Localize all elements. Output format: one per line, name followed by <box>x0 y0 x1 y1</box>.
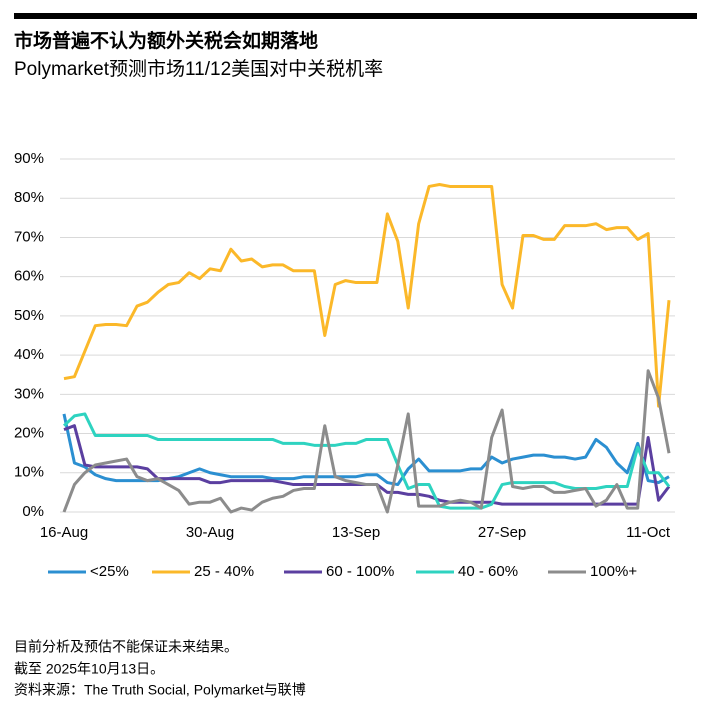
y-tick-label: 20% <box>14 425 44 442</box>
y-tick-label: 0% <box>22 503 44 520</box>
legend-label: 25 - 40% <box>194 563 254 580</box>
x-tick-label: 27-Sep <box>478 524 526 541</box>
y-tick-label: 60% <box>14 268 44 285</box>
x-tick-label: 30-Aug <box>186 524 234 541</box>
series-line <box>62 369 671 514</box>
legend-label: 40 - 60% <box>458 563 518 580</box>
y-tick-label: 80% <box>14 189 44 206</box>
chart-subtitle: Polymarket预测市场11/12美国对中关税机率 <box>14 58 383 80</box>
note: 目前分析及预估不能保证未来结果。 <box>14 639 238 655</box>
y-tick-label: 30% <box>14 385 44 402</box>
series-line <box>62 412 671 510</box>
note: 资料来源：The Truth Social, Polymarket与联博 <box>14 682 306 698</box>
x-tick-label: 13-Sep <box>332 524 380 541</box>
note: 截至 2025年10月13日。 <box>14 661 164 677</box>
y-tick-label: 40% <box>14 346 44 363</box>
series-line <box>63 182 671 408</box>
legend-label: 60 - 100% <box>326 563 394 580</box>
x-tick-label: 11-Oct <box>626 524 671 541</box>
y-tick-label: 70% <box>14 228 44 245</box>
chart-title: 市场普遍不认为额外关税会如期落地 <box>14 29 318 52</box>
x-tick-label: 16-Aug <box>40 524 88 541</box>
top-bar <box>14 13 697 19</box>
y-tick-label: 50% <box>14 307 44 324</box>
legend-label: <25% <box>90 563 129 580</box>
y-tick-label: 90% <box>14 150 44 167</box>
y-tick-label: 10% <box>14 464 44 481</box>
legend-label: 100%+ <box>590 563 637 580</box>
